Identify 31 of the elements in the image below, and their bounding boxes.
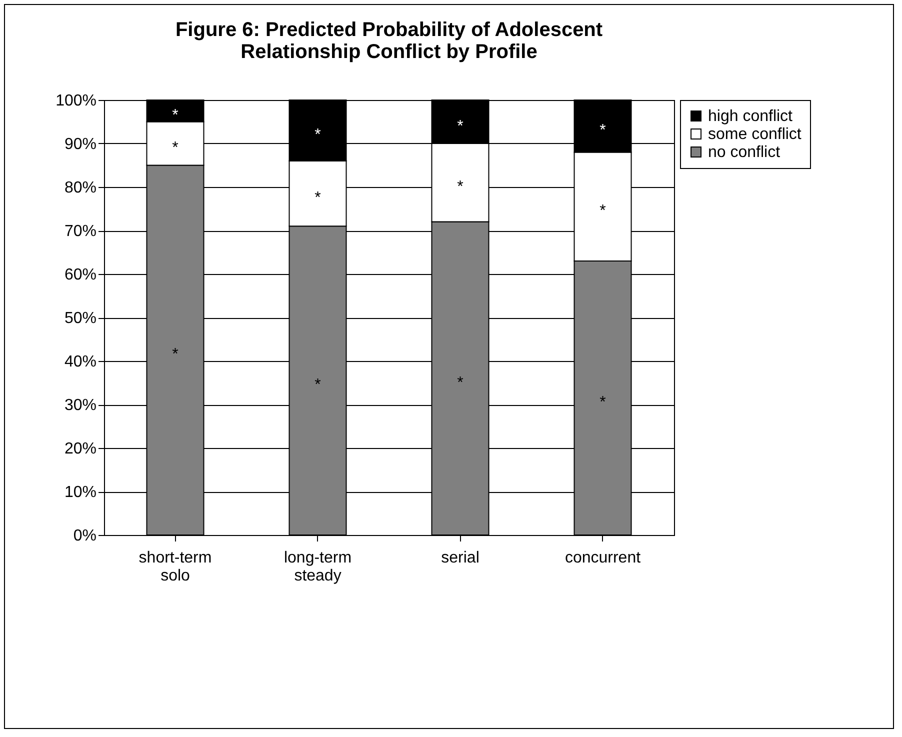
annotation: *: [172, 346, 178, 364]
y-tick-label: 60%: [64, 266, 96, 284]
annotation: *: [172, 140, 178, 156]
legend-label: some conflict: [708, 126, 802, 143]
annotation: *: [457, 374, 464, 392]
y-tick-label: 100%: [56, 92, 96, 110]
y-tick-label: 20%: [64, 440, 96, 458]
x-tick-label: long-term steady: [284, 550, 352, 584]
y-tick-label: 30%: [64, 397, 96, 414]
y-tick-label: 50%: [64, 310, 96, 327]
y-tick-label: 40%: [64, 354, 96, 370]
x-tick-label: concurrent: [564, 550, 642, 566]
x-tick-label: serial: [441, 550, 480, 566]
chart-title: Figure 6: Predicted Probability of Adolescent Relationship Conflict by Profile: [175, 19, 603, 63]
annotation: *: [314, 126, 321, 144]
annotation: *: [314, 190, 321, 207]
annotation: *: [457, 178, 464, 196]
annotation: *: [314, 376, 321, 394]
legend-label: high conflict: [708, 108, 794, 125]
annotation: *: [600, 122, 606, 140]
y-tick-label: 70%: [64, 223, 96, 240]
annotation: *: [600, 394, 606, 411]
y-tick-label: 10%: [64, 484, 96, 501]
y-tick-label: 80%: [64, 180, 96, 196]
y-tick-label: 0%: [73, 528, 96, 544]
annotation: *: [172, 106, 178, 124]
y-tick-label: 90%: [64, 136, 96, 153]
annotation: *: [457, 118, 464, 135]
x-tick-label: short-term solo: [138, 550, 212, 584]
annotation: *: [600, 202, 606, 220]
legend-label: no conflict: [708, 144, 781, 161]
